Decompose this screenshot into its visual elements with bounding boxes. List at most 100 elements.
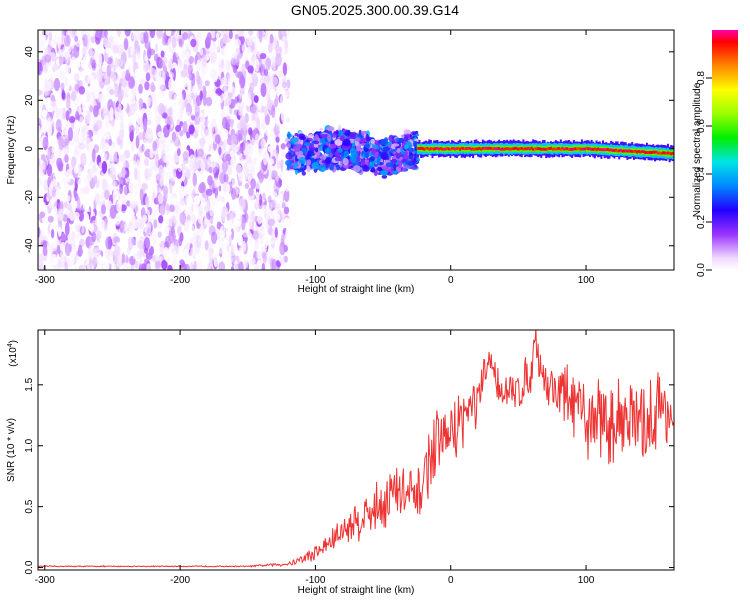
heatmap-signal-cell <box>481 147 484 150</box>
heatmap-signal-cell <box>663 151 666 155</box>
heatmap-signal-cell <box>478 146 481 150</box>
heatmap-transition-cell <box>301 171 306 176</box>
heatmap-noise-cell <box>228 83 234 90</box>
heatmap-signal-cell <box>566 147 569 151</box>
heatmap-noise-cell <box>41 201 47 211</box>
heatmap-noise-cell <box>155 114 162 126</box>
heatmap-noise-cell <box>90 257 97 268</box>
heatmap-signal-cell <box>426 146 429 150</box>
heatmap-transition-cell <box>334 138 343 146</box>
heatmap-noise-cell <box>78 130 83 144</box>
heatmap-noise-cell <box>234 33 239 41</box>
heatmap-noise-cell <box>254 263 258 270</box>
heatmap-transition-cell <box>325 157 331 165</box>
snr-y-multiplier-base: (x10 <box>8 347 19 367</box>
heatmap-noise-cell <box>61 90 66 100</box>
heatmap-transition-cell <box>371 167 376 173</box>
heatmap-noise-cell <box>284 146 290 153</box>
heatmap-noise-cell <box>63 34 71 47</box>
heatmap-transition-cell <box>313 140 320 145</box>
heatmap-noise-cell <box>111 128 119 136</box>
heatmap-noise-cell <box>125 136 130 150</box>
heatmap-noise-cell <box>286 30 290 37</box>
heatmap-noise-cell <box>39 44 46 53</box>
heatmap-noise-cell <box>152 191 156 201</box>
heatmap-signal-cell <box>600 148 603 152</box>
heatmap-noise-cell <box>280 158 284 172</box>
heatmap-noise-cell <box>253 95 259 104</box>
heatmap-noise-cell <box>190 103 197 116</box>
heatmap-noise-cell <box>214 134 221 145</box>
heatmap-noise-cell <box>120 61 126 71</box>
y-tick-label: -40 <box>24 238 35 253</box>
heatmap-noise-cell <box>246 46 252 54</box>
heatmap-signal-cell <box>525 147 528 151</box>
heatmap-noise-cell <box>255 112 259 126</box>
heatmap-noise-cell <box>174 203 181 216</box>
heatmap-noise-cell <box>148 48 156 56</box>
heatmap-noise-cell <box>180 262 187 270</box>
heatmap-noise-cell <box>108 138 112 146</box>
heatmap-signal-cell <box>512 147 515 151</box>
heatmap-noise-cell <box>248 30 254 36</box>
heatmap-noise-cell <box>129 198 136 205</box>
heatmap-noise-cell <box>109 35 115 43</box>
heatmap-signal-cell <box>431 147 434 151</box>
heatmap-noise-cell <box>226 233 232 246</box>
heatmap-noise-cell <box>60 82 65 91</box>
snr-x-ticks: -300 -200 -100 0 100 <box>35 330 595 586</box>
heatmap-noise-cell <box>208 166 213 174</box>
heatmap-signal-cell <box>459 147 462 151</box>
heatmap-noise-cell <box>87 74 95 85</box>
heatmap-noise-cell <box>55 107 60 120</box>
heatmap-noise-cell <box>188 124 195 135</box>
heatmap-noise-cell <box>171 62 178 71</box>
heatmap-noise-cell <box>281 48 285 57</box>
heatmap-noise-cell <box>56 244 61 255</box>
heatmap-noise-cell <box>190 38 197 48</box>
snr-series-line <box>38 330 674 568</box>
heatmap-noise-cell <box>70 56 77 70</box>
heatmap-noise-cell <box>77 197 81 211</box>
heatmap-noise-cell <box>194 195 201 205</box>
heatmap-noise-cell <box>263 68 269 77</box>
heatmap-noise-cell <box>262 192 266 201</box>
heatmap-noise-cell <box>43 64 47 71</box>
heatmap-noise-cell <box>186 195 193 208</box>
heatmap-noise-cell <box>218 261 226 270</box>
y-tick-label: 20 <box>24 94 35 106</box>
snr-y-multiplier: (x104) <box>7 340 19 367</box>
heatmap-signal-cell <box>493 147 496 150</box>
heatmap-noise-cell <box>112 44 119 54</box>
heatmap-noise-cell <box>205 96 213 107</box>
heatmap-noise-cell <box>246 36 253 47</box>
heatmap-signal-cell <box>649 151 652 154</box>
heatmap-noise-cell <box>197 148 204 158</box>
heatmap-transition-cell <box>388 134 395 142</box>
heatmap-noise-cell <box>249 233 253 244</box>
heatmap-signal-cell <box>657 151 660 155</box>
heatmap-noise-cell <box>129 93 136 105</box>
heatmap-signal-cell <box>595 148 598 152</box>
heatmap-noise-cell <box>271 170 278 179</box>
heatmap-noise-cell <box>186 111 191 120</box>
heatmap-transition-cell <box>361 159 366 166</box>
heatmap-noise-cell <box>147 97 151 107</box>
heatmap-noise-cell <box>152 174 157 187</box>
heatmap-noise-cell <box>174 106 180 120</box>
heatmap-noise-cell <box>273 213 281 221</box>
heatmap-signal-cell <box>613 149 616 152</box>
heatmap-noise-cell <box>218 185 222 192</box>
heatmap-noise-cell <box>129 182 134 194</box>
heatmap-noise-cell <box>194 104 200 118</box>
heatmap-noise-cell <box>230 57 237 68</box>
heatmap-noise-cell <box>38 74 42 84</box>
heatmap-signal-cell <box>504 147 507 151</box>
heatmap-noise-cell <box>162 112 168 119</box>
heatmap-noise-cell <box>226 183 231 193</box>
heatmap-noise-cell <box>168 72 175 79</box>
heatmap-noise-cell <box>275 53 282 67</box>
heatmap-transition-cell <box>342 164 349 169</box>
heatmap-noise-cell <box>279 253 285 266</box>
heatmap-noise-cell <box>179 129 184 137</box>
